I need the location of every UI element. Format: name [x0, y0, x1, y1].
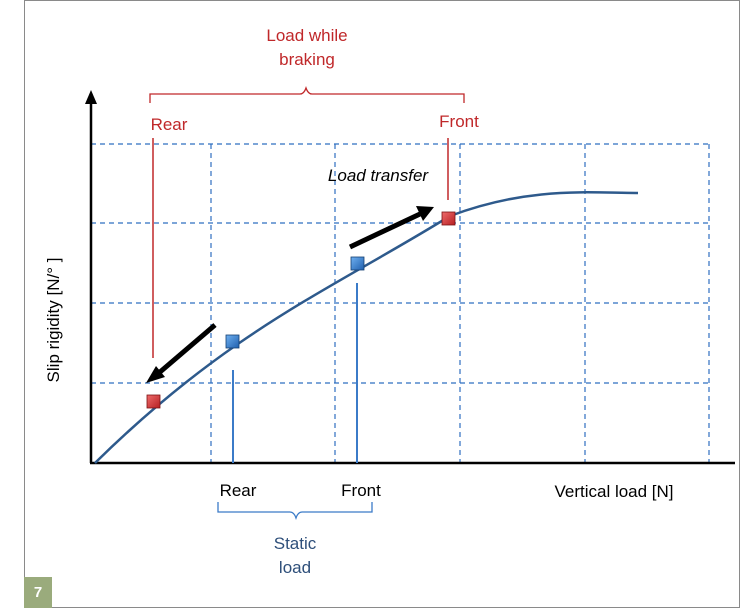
static-rear-label: Rear [220, 481, 257, 500]
braking-front-marker [441, 211, 456, 226]
static-title-line1: Static [274, 534, 317, 553]
static-front-marker [350, 256, 365, 271]
braking-rear-label: Rear [151, 115, 188, 134]
braking-front-label: Front [439, 112, 479, 131]
braking-bracket [149, 85, 465, 103]
grid-horizontal [91, 143, 710, 384]
y-axis-arrowhead [85, 90, 97, 104]
load-transfer-arrow-front [348, 206, 434, 250]
static-title-line2: load [279, 558, 311, 577]
braking-title-line1: Load while [266, 26, 347, 45]
static-bracket [217, 502, 373, 521]
y-axis-title: Slip rigidity [N/° ] [44, 258, 63, 383]
grid-vertical [210, 144, 710, 463]
braking-title-line2: braking [279, 50, 335, 69]
load-transfer-arrow-rear [146, 323, 217, 383]
x-axis-title: Vertical load [N] [554, 482, 673, 501]
axes [85, 90, 735, 465]
figure-frame [24, 0, 740, 608]
page-number-badge: 7 [24, 577, 52, 608]
slip-rigidity-curve [94, 191, 639, 464]
load-transfer-label: Load transfer [328, 166, 430, 185]
braking-rear-marker [146, 394, 161, 409]
static-rear-marker [225, 334, 240, 349]
static-front-label: Front [341, 481, 381, 500]
